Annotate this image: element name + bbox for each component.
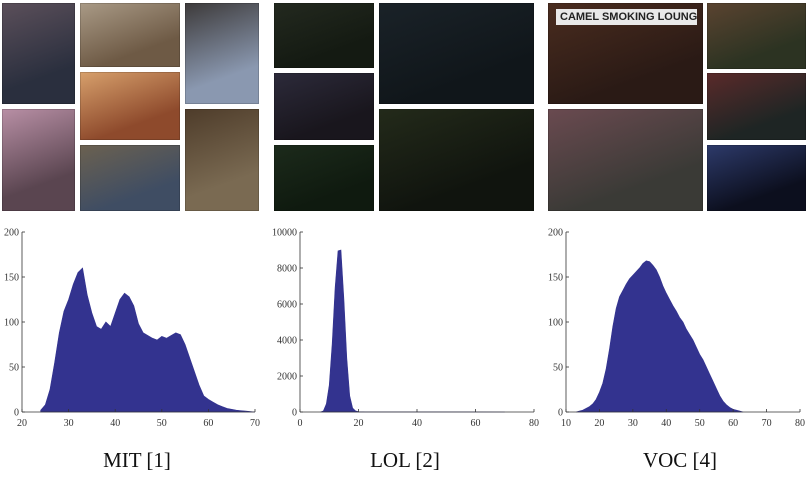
x-tick-label: 70: [250, 418, 260, 429]
x-tick-label: 70: [762, 418, 772, 429]
x-tick-label: 50: [157, 418, 167, 429]
y-tick-label: 50: [553, 363, 563, 374]
y-tick-label: 200: [548, 228, 563, 239]
photo-dark-toys: [274, 73, 374, 140]
x-tick-label: 50: [695, 418, 705, 429]
x-tick-label: 30: [64, 418, 74, 429]
y-tick-label: 0: [558, 408, 563, 419]
y-tick-label: 10000: [272, 228, 297, 239]
caption-mit: MIT [1]: [103, 448, 171, 472]
y-tick-label: 100: [4, 318, 19, 329]
y-tick-label: 8000: [277, 264, 297, 275]
x-tick-label: 20: [594, 418, 604, 429]
x-tick-label: 60: [728, 418, 738, 429]
y-tick-label: 0: [292, 408, 297, 419]
photo-dining-room: [80, 3, 180, 67]
x-tick-label: 10: [561, 418, 571, 429]
y-tick-label: 0: [14, 408, 19, 419]
photo-bicycle: [707, 73, 806, 140]
histogram-voc: 10 20 30 40 50 60 70 80 0 50 100 150 200: [532, 222, 808, 432]
x-tick-label: 80: [529, 418, 539, 429]
x-tick-label: 80: [795, 418, 805, 429]
photo-child-grandmother: [80, 72, 180, 140]
x-tick-label: 20: [354, 418, 364, 429]
photo-smoking-lounge: CAMEL SMOKING LOUNGE: [548, 3, 703, 104]
x-tick-label: 20: [17, 418, 27, 429]
y-tick-label: 150: [4, 273, 19, 284]
histogram-lol: 0 20 40 60 80 0 2000 4000 6000 8000 10000: [268, 222, 540, 432]
y-tick-label: 6000: [277, 300, 297, 311]
photo-dark-large-2: [379, 109, 534, 211]
x-tick-label: 40: [110, 418, 120, 429]
photo-dark-room-2: [274, 145, 374, 211]
histogram-area: [40, 267, 256, 413]
y-tick-label: 2000: [277, 372, 297, 383]
x-tick-label: 0: [298, 418, 303, 429]
x-tick-label: 60: [471, 418, 481, 429]
x-tick-label: 40: [661, 418, 671, 429]
x-tick-label: 60: [203, 418, 213, 429]
x-tick-label: 30: [628, 418, 638, 429]
photo-sign-text: CAMEL SMOKING LOUNGE: [556, 9, 697, 25]
caption-voc: VOC [4]: [642, 448, 718, 472]
photo-church-spire: [185, 3, 259, 104]
caption-lol: LOL [2]: [370, 448, 440, 472]
y-tick-label: 150: [548, 273, 563, 284]
y-tick-label: 200: [4, 228, 19, 239]
y-tick-label: 4000: [277, 336, 297, 347]
photo-fence-landscape: [80, 145, 180, 211]
y-tick-label: 50: [9, 363, 19, 374]
histogram-area: [320, 249, 505, 413]
histogram-mit: 20 30 40 50 60 70 0 50 100 150 200: [0, 222, 262, 432]
photo-market-person: [548, 109, 703, 211]
photo-night-train: [707, 145, 806, 211]
photo-sign-boxes: [185, 109, 259, 211]
x-tick-label: 40: [412, 418, 422, 429]
photo-lily-flower: [2, 109, 75, 211]
photo-silhouette-lake: [2, 3, 75, 104]
photo-bird-bench: [707, 3, 806, 69]
histogram-area: [575, 260, 744, 413]
photo-dark-room-1: [274, 3, 374, 68]
y-tick-label: 100: [548, 318, 563, 329]
photo-dark-large-1: [379, 3, 534, 104]
